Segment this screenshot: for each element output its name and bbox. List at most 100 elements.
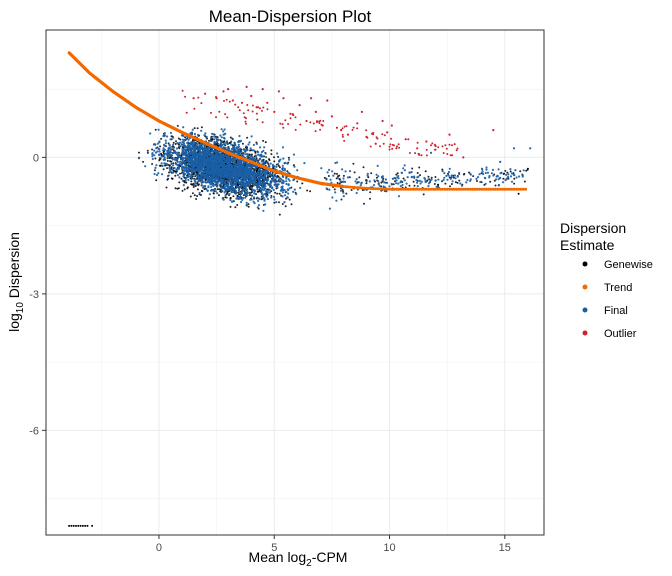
point [190, 162, 193, 165]
point [335, 199, 338, 202]
point [205, 135, 208, 138]
point [222, 198, 225, 201]
point [242, 179, 245, 182]
point [292, 164, 295, 167]
point [155, 173, 159, 177]
point [492, 174, 495, 177]
point [193, 154, 196, 157]
point [249, 155, 253, 158]
point [188, 166, 191, 169]
point [234, 162, 237, 165]
point [410, 171, 413, 174]
point [344, 170, 347, 173]
point [178, 147, 181, 150]
point [175, 163, 178, 166]
point [163, 162, 166, 165]
point [244, 184, 247, 187]
point [190, 167, 194, 170]
point [181, 160, 184, 163]
point [197, 154, 200, 157]
point [204, 180, 207, 184]
point [342, 174, 345, 177]
point [219, 157, 222, 160]
point [213, 135, 216, 138]
point [187, 160, 190, 163]
point [259, 186, 262, 189]
point [276, 192, 279, 195]
point [70, 524, 73, 527]
point [193, 179, 196, 182]
point [354, 180, 357, 183]
point [279, 177, 283, 181]
point [460, 184, 464, 187]
point [230, 137, 233, 140]
point [236, 204, 239, 206]
point [449, 177, 452, 180]
point [288, 187, 291, 190]
point [246, 194, 249, 197]
point [381, 178, 385, 182]
point [194, 147, 197, 151]
point [235, 180, 238, 183]
point [505, 173, 508, 176]
point [203, 171, 206, 174]
point [266, 191, 269, 194]
point [209, 169, 212, 172]
point [239, 147, 242, 150]
point [445, 174, 448, 177]
point [184, 153, 187, 156]
point [237, 148, 240, 151]
point [217, 156, 220, 159]
point [509, 175, 513, 178]
point [342, 191, 345, 194]
point [377, 180, 380, 183]
point [197, 175, 200, 178]
point [256, 172, 260, 176]
point [328, 168, 331, 171]
point [187, 168, 191, 171]
point [393, 176, 396, 180]
point [452, 174, 455, 177]
point [153, 149, 156, 152]
point [418, 179, 421, 182]
point [260, 188, 263, 191]
point [169, 169, 172, 172]
point [497, 184, 500, 187]
point [241, 142, 244, 145]
point [223, 128, 226, 131]
point [206, 158, 210, 161]
point [220, 181, 223, 184]
point [338, 182, 341, 185]
point [169, 138, 172, 141]
point [264, 141, 267, 144]
point [239, 160, 242, 164]
point [215, 152, 218, 155]
point [184, 166, 187, 169]
point [208, 174, 211, 177]
point [256, 188, 259, 191]
point [187, 141, 190, 144]
point [180, 162, 183, 166]
point [391, 177, 394, 180]
point [269, 162, 272, 165]
point [330, 181, 333, 184]
point [236, 185, 239, 188]
point [177, 137, 180, 140]
point [151, 153, 154, 156]
point [256, 159, 259, 162]
point [230, 143, 233, 146]
point [514, 169, 517, 172]
point [179, 158, 183, 161]
point [245, 188, 248, 191]
point [91, 524, 94, 527]
point [231, 200, 234, 203]
point [408, 171, 411, 174]
point [158, 153, 161, 156]
point [350, 189, 353, 191]
point [179, 138, 182, 141]
point [287, 188, 290, 192]
point [245, 166, 248, 169]
point [437, 185, 440, 188]
point [159, 164, 161, 167]
point [190, 180, 193, 183]
